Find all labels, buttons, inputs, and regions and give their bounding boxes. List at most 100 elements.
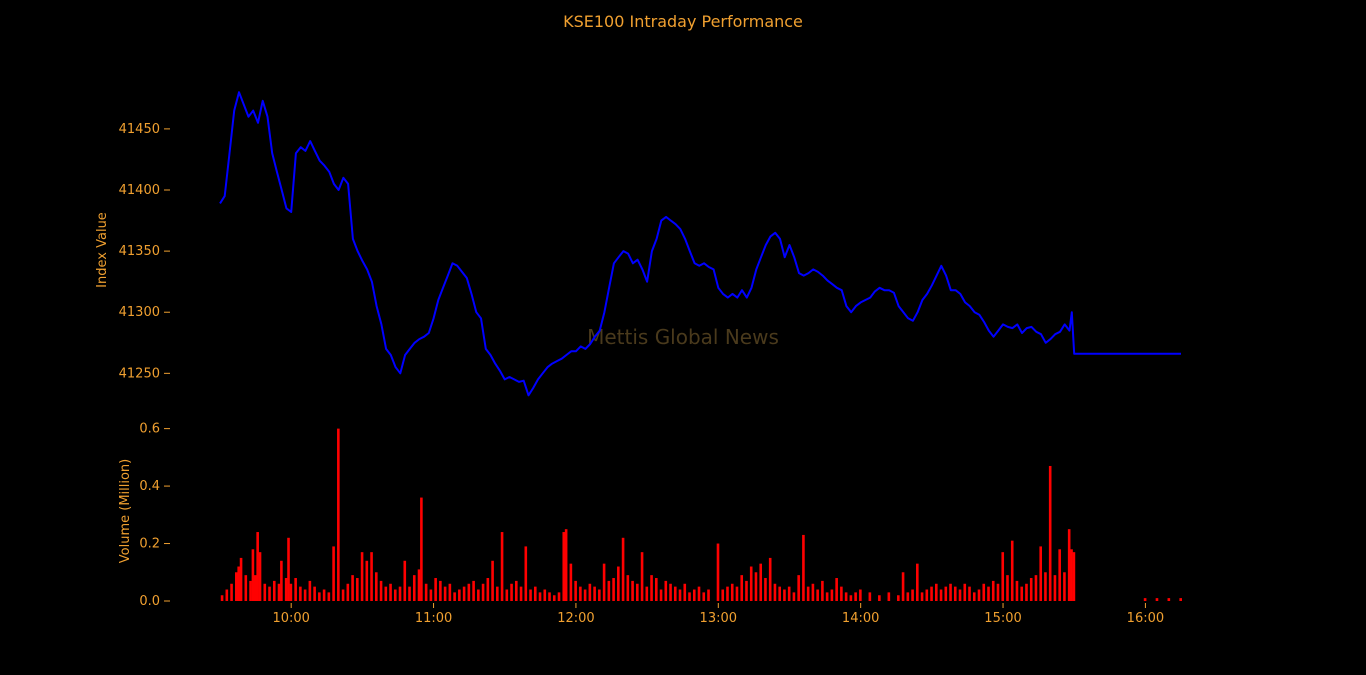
volume-bar — [1034, 575, 1038, 601]
volume-bar — [434, 578, 437, 601]
volume-bar — [949, 583, 952, 601]
volume-bar — [251, 549, 255, 601]
volume-bar — [669, 583, 672, 601]
volume-bar — [977, 589, 981, 601]
volume-bar — [688, 592, 691, 601]
volume-bar — [287, 537, 290, 601]
volume-bar — [439, 580, 442, 601]
volume-bar — [256, 532, 259, 601]
volume-bar — [277, 583, 281, 601]
volume-bar — [787, 586, 791, 601]
volume-bar — [337, 428, 340, 601]
volume-bar — [982, 583, 986, 601]
volume-bar — [579, 586, 582, 601]
volume-bar — [384, 586, 388, 601]
volume-bar — [548, 592, 551, 601]
volume-bar — [759, 563, 763, 601]
volume-bar — [443, 586, 447, 601]
volume-bar — [792, 592, 796, 601]
volume-bar — [533, 586, 537, 601]
volume-bar — [968, 586, 971, 601]
volume-bar — [868, 592, 872, 601]
volume-bar — [702, 592, 706, 601]
volume-bar — [773, 583, 777, 601]
volume-bar — [640, 552, 644, 601]
volume-bar — [299, 586, 302, 601]
x-tick-label: 15:00 — [984, 611, 1021, 626]
volume-bar — [987, 586, 990, 601]
volume-bar — [360, 552, 364, 601]
volume-bar — [239, 557, 243, 601]
volume-bar — [1067, 529, 1071, 601]
volume-bar — [612, 578, 615, 601]
index-y-tick-label: 41350 — [119, 244, 160, 259]
volume-bar — [811, 583, 815, 601]
volume-bar — [500, 532, 504, 601]
volume-bar — [424, 583, 428, 601]
volume-bar — [244, 575, 248, 601]
x-tick-label: 13:00 — [700, 611, 737, 626]
volume-bar — [346, 583, 350, 601]
volume-bar — [505, 589, 509, 601]
volume-bar — [806, 586, 810, 601]
volume-bar — [934, 583, 938, 601]
volume-bar — [906, 592, 910, 601]
volume-bar — [249, 580, 252, 601]
volume-bar — [303, 589, 307, 601]
volume-bar — [318, 592, 321, 601]
volume-bar — [778, 586, 781, 601]
volume-bar — [1020, 586, 1024, 601]
volume-bar — [816, 589, 819, 601]
volume-bar — [462, 586, 466, 601]
volume-bar — [294, 578, 297, 601]
volume-bar — [272, 580, 276, 601]
volume-bar — [1058, 549, 1061, 601]
volume-bar — [429, 589, 433, 601]
volume-bar — [481, 583, 485, 601]
volume-bar — [602, 563, 606, 601]
volume-bar — [412, 575, 416, 601]
volume-bar — [996, 583, 1000, 601]
volume-bar — [543, 589, 547, 601]
volume-bar — [370, 552, 373, 601]
volume-bar — [458, 589, 461, 601]
volume-bar — [510, 583, 513, 601]
volume-bar — [398, 586, 402, 601]
volume-bar — [958, 589, 962, 601]
volume-bar — [253, 575, 257, 601]
volume-bar — [472, 580, 475, 601]
volume-bar — [645, 586, 649, 601]
volume-bar — [673, 586, 677, 601]
volume-bar — [726, 586, 729, 601]
volume-bar — [878, 595, 881, 601]
volume-bar — [1015, 580, 1019, 601]
volume-bar — [664, 580, 668, 601]
volume-bar — [1025, 583, 1028, 601]
volume-bar — [263, 583, 267, 601]
volume-bar — [1048, 465, 1052, 601]
volume-bar — [308, 580, 312, 601]
volume-bar — [538, 592, 542, 601]
volume-y-tick-label: 0.6 — [139, 422, 160, 437]
volume-bar — [631, 580, 634, 601]
index-y-tick-label: 41400 — [119, 183, 160, 198]
x-tick-label: 11:00 — [415, 611, 452, 626]
volume-bar — [220, 595, 224, 601]
index-y-tick-label: 41450 — [119, 122, 160, 137]
volume-bar — [491, 560, 494, 601]
x-tick-label: 14:00 — [842, 611, 879, 626]
volume-bar — [1155, 598, 1159, 601]
volume-bar — [916, 563, 919, 601]
volume-bars — [220, 428, 1182, 601]
volume-bar — [840, 586, 843, 601]
volume-bar — [1167, 598, 1171, 601]
volume-bar — [313, 586, 316, 601]
volume-bar — [768, 557, 772, 601]
volume-bar — [393, 589, 397, 601]
volume-bar — [477, 589, 480, 601]
volume-bar — [327, 592, 331, 601]
volume-bar — [911, 589, 914, 601]
volume-bar — [783, 589, 786, 601]
volume-bar — [707, 589, 710, 601]
